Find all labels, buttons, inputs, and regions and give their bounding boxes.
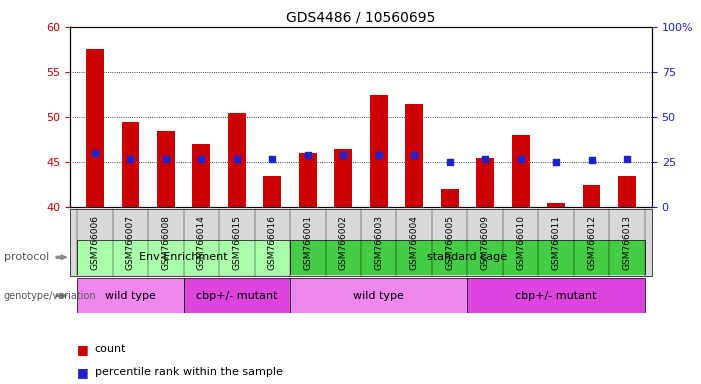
Text: cbp+/- mutant: cbp+/- mutant — [196, 291, 278, 301]
Text: GSM766007: GSM766007 — [126, 215, 135, 270]
Text: cbp+/- mutant: cbp+/- mutant — [515, 291, 597, 301]
Bar — [370, 94, 388, 207]
Bar — [512, 135, 529, 207]
Point — [266, 156, 278, 162]
Point — [622, 156, 633, 162]
Text: GSM766001: GSM766001 — [304, 215, 313, 270]
Text: GSM766009: GSM766009 — [481, 215, 490, 270]
Bar — [121, 122, 139, 207]
Point — [338, 152, 349, 158]
Text: percentile rank within the sample: percentile rank within the sample — [95, 367, 283, 377]
Bar — [184, 278, 290, 313]
Point — [89, 150, 100, 156]
Point — [373, 152, 384, 158]
Text: wild type: wild type — [105, 291, 156, 301]
Bar — [290, 278, 468, 313]
Bar — [476, 158, 494, 207]
Text: Env Enrichment: Env Enrichment — [139, 252, 228, 262]
Bar — [547, 203, 565, 207]
Text: GSM766004: GSM766004 — [409, 215, 418, 270]
Bar — [193, 144, 210, 207]
Text: GSM766005: GSM766005 — [445, 215, 454, 270]
Text: GSM766016: GSM766016 — [268, 215, 277, 270]
Bar — [290, 240, 645, 275]
Text: count: count — [95, 344, 126, 354]
Point — [409, 152, 420, 158]
Bar — [468, 278, 645, 313]
Text: GSM766010: GSM766010 — [516, 215, 525, 270]
Text: GSM766014: GSM766014 — [197, 215, 206, 270]
Bar — [334, 149, 352, 207]
Text: GSM766013: GSM766013 — [622, 215, 632, 270]
Text: ■: ■ — [77, 366, 93, 379]
Point — [515, 156, 526, 162]
Text: genotype/variation: genotype/variation — [4, 291, 96, 301]
Point — [125, 156, 136, 162]
Text: GSM766012: GSM766012 — [587, 215, 596, 270]
Point — [479, 156, 491, 162]
Text: GSM766008: GSM766008 — [161, 215, 170, 270]
Bar — [86, 50, 104, 207]
Point — [196, 156, 207, 162]
Text: GSM766015: GSM766015 — [232, 215, 241, 270]
Bar — [299, 153, 317, 207]
Bar — [264, 176, 281, 207]
Text: standard cage: standard cage — [428, 252, 508, 262]
Point — [586, 157, 597, 164]
Bar — [618, 176, 636, 207]
Point — [231, 156, 243, 162]
Text: GSM766006: GSM766006 — [90, 215, 100, 270]
Bar — [405, 104, 423, 207]
Point — [550, 159, 562, 165]
Bar — [77, 278, 184, 313]
Bar — [228, 113, 246, 207]
Text: ■: ■ — [77, 343, 93, 356]
Bar — [441, 189, 458, 207]
Title: GDS4486 / 10560695: GDS4486 / 10560695 — [286, 10, 436, 24]
Bar — [157, 131, 175, 207]
Bar — [583, 185, 601, 207]
Text: wild type: wild type — [353, 291, 404, 301]
Point — [302, 152, 313, 158]
Bar — [77, 240, 290, 275]
Text: GSM766003: GSM766003 — [374, 215, 383, 270]
Point — [161, 156, 172, 162]
Text: GSM766002: GSM766002 — [339, 215, 348, 270]
Text: GSM766011: GSM766011 — [552, 215, 561, 270]
Point — [444, 159, 456, 165]
Text: protocol: protocol — [4, 252, 49, 262]
